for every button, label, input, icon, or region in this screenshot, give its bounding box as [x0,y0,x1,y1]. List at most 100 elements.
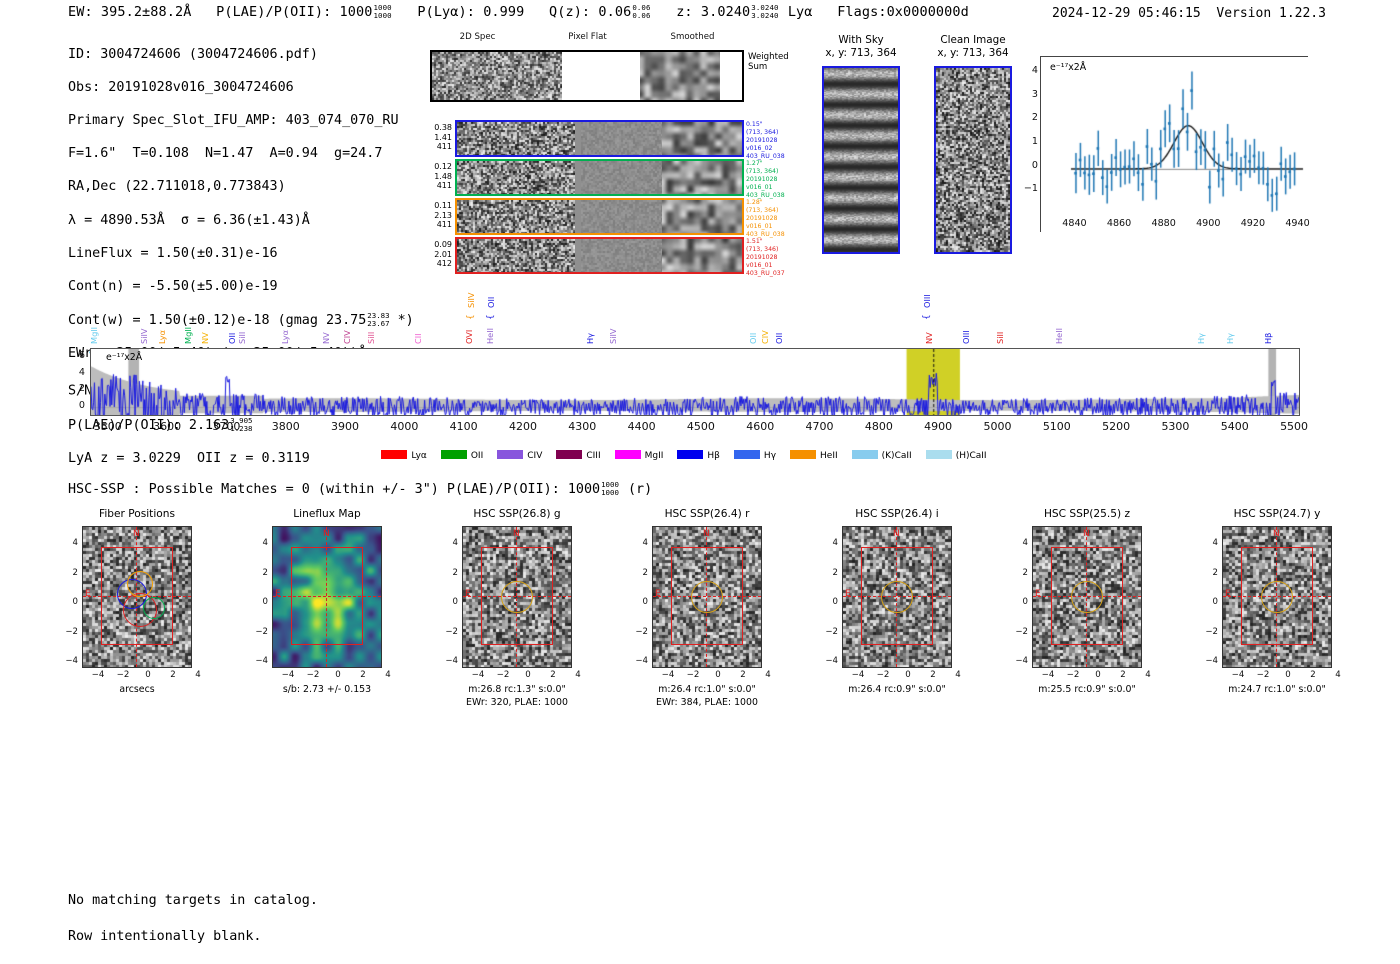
cutout-caption-line-2: EWr: 384, PLAE: 1000 [656,696,758,708]
cutout-ytick: 0 [1212,597,1218,607]
emission-line-fit-plot[interactable] [1040,56,1309,233]
cutout-crosshair [273,596,381,597]
cutout-xtick: −4 [1041,670,1055,680]
cutout-ytick: 4 [1212,538,1218,548]
emission-line-label: SiIV [607,328,618,345]
emission-line-label: Hγ [585,332,596,344]
spectrum-xtick: 3700 [212,420,241,433]
spec-row-1[interactable] [455,120,744,157]
cutout-xtick: 2 [1310,670,1316,680]
cutout-ytick: 0 [642,597,648,607]
cutout-ytick: 4 [72,538,78,548]
east-label: E [1035,589,1041,599]
cutout-ytick: 2 [452,567,458,578]
spectrum-xtick: 4200 [508,420,537,433]
cutout-caption: m:26.4 rc:1.0" s:0.0" EWr: 384, PLAE: 100… [630,684,784,709]
linefit-ytick: 4 [1031,65,1038,77]
cutout-xtick: 4 [955,670,961,680]
column-header-pixel-flat: Pixel Flat [568,32,607,42]
cutout-xtick: −4 [91,670,105,680]
spec-row-2[interactable] [455,159,744,196]
cutout-caption-line-1: s/b: 2.73 +/- 0.153 [282,684,372,695]
legend-item: CIV [497,450,542,461]
cutout-panel-7[interactable]: HSC SSP(24.7) y N E 4 2 0 −2 −4 −4 −2 0 2 4 m:24.7 rc… [1200,508,1354,728]
weighted-sum-row[interactable] [430,50,744,102]
header-summary-line: EW: 395.2±88.2Å P(LAE)/P(OII): 1000 1000 1… [68,4,969,21]
spectrum-ytick: 4 [78,366,85,378]
cutout-xtick: 0 [715,670,721,680]
cutout-ytick: 4 [642,538,648,548]
cutout-ytick: 4 [832,538,838,548]
north-label: N [1083,529,1090,539]
cutout-ytick: −4 [635,656,648,666]
spec-row-1-meta: 0.15" (713, 364) 20191028 v016_02 403_RU_038 [746,121,785,160]
fiber-circle-3 [127,571,153,597]
legend-label: Hγ [763,451,777,461]
info-lineflux: LineFlux = 1.50(±0.31)e-16 [68,245,278,261]
east-label: E [1225,589,1231,599]
cutout-panel-4[interactable]: HSC SSP(26.4) r N E 4 2 0 −2 −4 −4 −2 0 2 4 m:26.4 rc… [630,508,784,728]
hsc-filter-note: (r) [627,482,653,497]
two-d-spectrum-panels: 2D Spec Pixel Flat Smoothed Weighted Sum … [430,32,789,277]
spectrum-legend: Lyα OII CIV CIII MgII Hβ Hγ HeII (K)CaII (H)CaII [68,450,1300,461]
emission-line-label: OIII [960,330,971,344]
legend-item: (H)CaII [925,450,987,461]
cutout-panel-1[interactable]: Fiber Positions N E 4 2 0 −2 −4 −4 −2 0 2 4 arcsecs [60,508,214,728]
cutout-xtick: −2 [1256,670,1270,680]
clean-image-thumbnail[interactable] [934,66,1012,254]
emission-line-fit-canvas [1041,57,1309,233]
cutout-ytick: −4 [65,656,78,666]
cutout-ytick: 0 [832,597,838,607]
info-cont-w: Cont(w) = 1.50(±0.12)e-18 (gmag 23.75 23.… [68,311,414,329]
cutout-ytick: −4 [1205,656,1218,666]
cutout-ytick: −2 [635,626,648,637]
legend-item: OII [440,450,483,461]
emission-line-label: OII [486,296,497,308]
spectrum-units-label: e⁻¹⁷x2Å [106,352,143,363]
linefit-xtick: 4880 [1151,218,1176,229]
cutout-ytick: −2 [1015,626,1028,637]
cutout-ytick: 4 [1022,538,1028,548]
plae-label: P(LAE)/P(OII): [216,4,332,20]
cutout-panel-3[interactable]: HSC SSP(26.8) g N E 4 2 0 −2 −4 −4 −2 0 2 4 m:26.8 rc… [440,508,594,728]
spectrum-xtick: 5200 [1102,420,1131,433]
legend-swatch [851,450,878,459]
spec-row-3[interactable] [455,198,744,235]
emission-line-label: MgII [182,326,193,344]
cutout-panel-2[interactable]: Lineflux Map N E 4 2 0 −2 −4 −4 −2 0 2 4 s/b: 2.73 +/… [250,508,404,728]
spectrum-xtick: 5400 [1220,420,1249,433]
east-label: E [275,589,281,599]
with-sky-thumbnail[interactable] [822,66,900,254]
info-plae-bounds: 3.905 1.238 [230,416,253,434]
spec-row-4[interactable] [455,237,744,274]
cutout-panel-6[interactable]: HSC SSP(25.5) z N E 4 2 0 −2 −4 −4 −2 0 2 4 m:25.5 rc… [1010,508,1164,728]
footer-line-1: No matching targets in catalog. [68,893,318,908]
cutout-panel-5[interactable]: HSC SSP(26.4) i N E 4 2 0 −2 −4 −4 −2 0 2 4 m:26.4 rc… [820,508,974,728]
north-label: N [133,529,140,539]
linefit-ytick: 2 [1031,112,1038,124]
photometry-circle [1261,581,1293,613]
cutout-xtick: 0 [145,670,151,680]
plya-value: 0.999 [483,4,525,20]
cutout-xtick: −2 [876,670,890,680]
flags-value: Flags:0x0000000d [837,4,969,20]
sky-image-panels: With Sky x, y: 713, 364 Clean Image x, y: … [812,34,1022,254]
cutout-xtick: 4 [385,670,391,680]
cutout-ytick: −2 [255,626,268,637]
emission-line-label: SiII [994,331,1005,344]
north-label: N [703,529,710,539]
emission-line-label: Lyα [157,329,168,344]
legend-swatch [556,450,583,459]
legend-label: Lyα [411,451,427,461]
legend-swatch [790,450,817,459]
north-label: N [1273,529,1280,539]
cutout-caption-line-1: m:25.5 rc:0.9" s:0.0" [1038,684,1136,695]
spectrum-axes[interactable] [90,348,1300,416]
